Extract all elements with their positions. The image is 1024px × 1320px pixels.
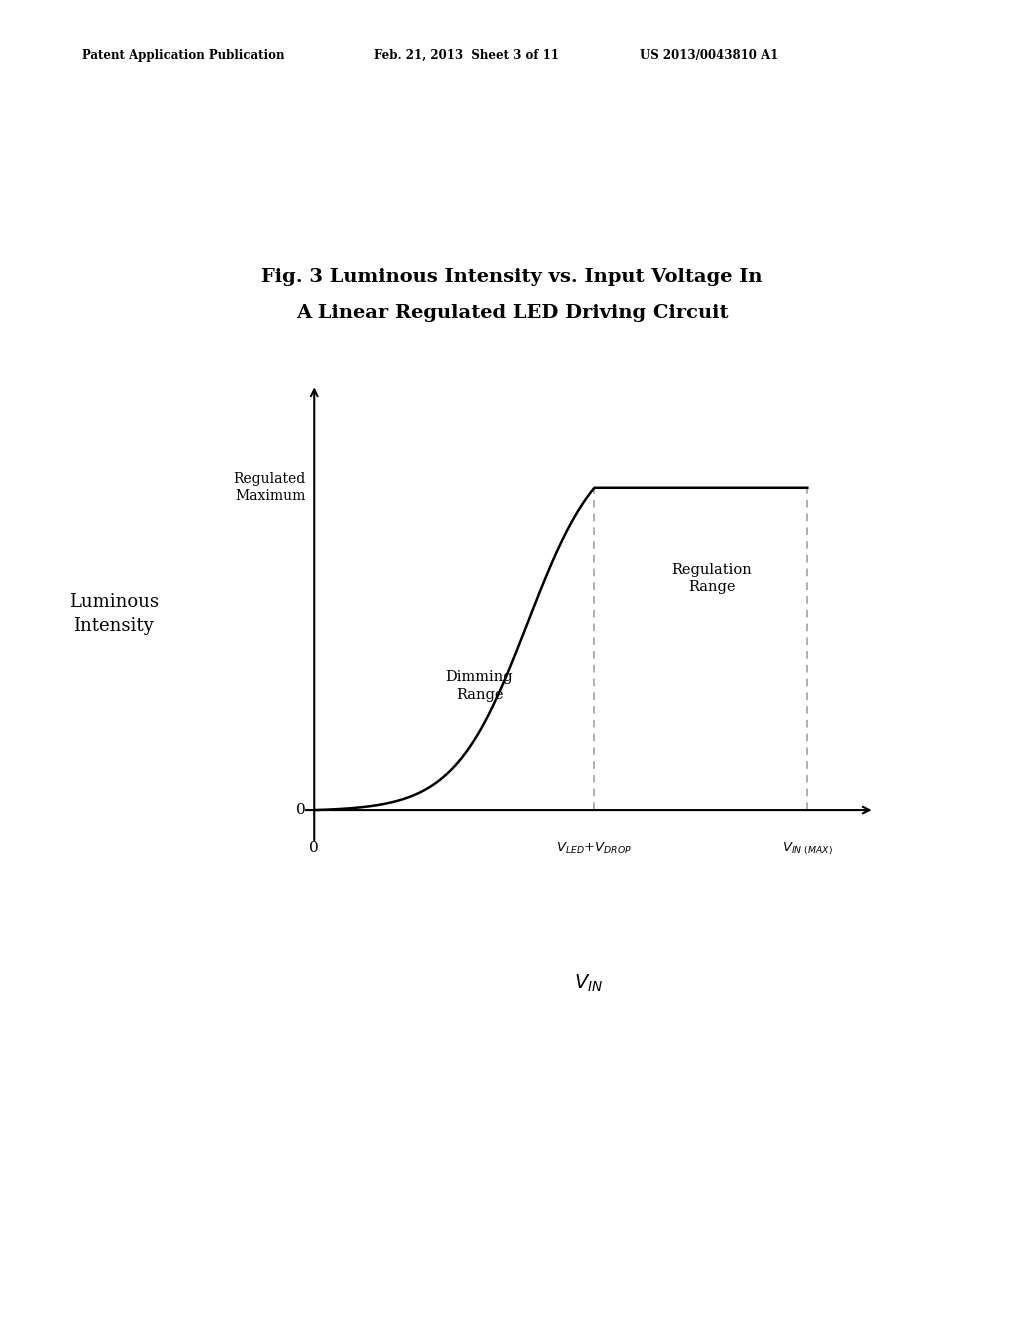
Text: Regulated
Maximum: Regulated Maximum bbox=[233, 473, 305, 503]
Text: US 2013/0043810 A1: US 2013/0043810 A1 bbox=[640, 49, 778, 62]
Text: Feb. 21, 2013  Sheet 3 of 11: Feb. 21, 2013 Sheet 3 of 11 bbox=[374, 49, 559, 62]
Text: Regulation
Range: Regulation Range bbox=[672, 564, 753, 594]
Text: $V_{IN}$: $V_{IN}$ bbox=[574, 973, 603, 994]
Text: Fig. 3 Luminous Intensity vs. Input Voltage In: Fig. 3 Luminous Intensity vs. Input Volt… bbox=[261, 268, 763, 286]
Text: A Linear Regulated LED Driving Circuit: A Linear Regulated LED Driving Circuit bbox=[296, 304, 728, 322]
Text: Luminous
Intensity: Luminous Intensity bbox=[69, 593, 159, 635]
Text: $V_{IN\ (MAX)}$: $V_{IN\ (MAX)}$ bbox=[782, 841, 833, 858]
Text: Patent Application Publication: Patent Application Publication bbox=[82, 49, 285, 62]
Text: Dimming
Range: Dimming Range bbox=[445, 671, 513, 702]
Text: 0: 0 bbox=[309, 841, 319, 855]
Text: 0: 0 bbox=[296, 803, 305, 817]
Text: $V_{LED}$+$V_{DROP}$: $V_{LED}$+$V_{DROP}$ bbox=[556, 841, 633, 857]
